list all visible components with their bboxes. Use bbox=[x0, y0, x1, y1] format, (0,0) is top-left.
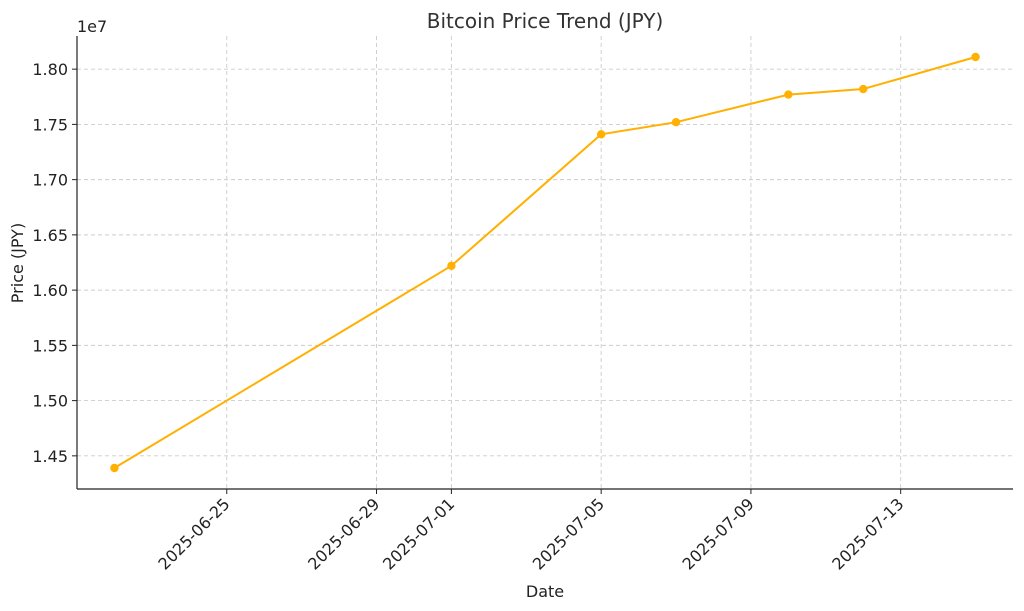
y-tick-label: 1.75 bbox=[32, 115, 68, 134]
y-tick-label: 1.55 bbox=[32, 336, 68, 355]
x-tick-label: 2025-06-29 bbox=[304, 494, 383, 573]
price-data-point bbox=[971, 52, 980, 62]
grid-layer bbox=[77, 36, 1013, 489]
y-tick-label: 1.60 bbox=[32, 281, 68, 300]
x-tick-label: 2025-07-09 bbox=[679, 494, 758, 573]
price-data-point bbox=[671, 117, 681, 127]
series-layer bbox=[110, 52, 980, 473]
price-data-point bbox=[859, 84, 868, 94]
price-data-point bbox=[596, 130, 606, 139]
y-axis-offset-label: 1e7 bbox=[77, 17, 107, 36]
ticks-layer: 1.45 1.50 1.55 1.60 1.65 1.70 1.75 1.80 2025-06-… bbox=[32, 60, 907, 573]
x-tick-label: 2025-07-13 bbox=[828, 494, 907, 573]
y-tick-label: 1.70 bbox=[32, 171, 68, 190]
chart-title: Bitcoin Price Trend (JPY) bbox=[427, 9, 664, 33]
y-tick-label: 1.50 bbox=[32, 392, 68, 411]
y-tick-label: 1.80 bbox=[32, 60, 68, 79]
price-series-line bbox=[113, 56, 977, 469]
price-data-point bbox=[447, 261, 456, 271]
x-tick-label: 2025-06-25 bbox=[154, 494, 233, 573]
price-data-point bbox=[784, 90, 793, 99]
x-axis-label: Date bbox=[526, 582, 564, 601]
y-tick-label: 1.45 bbox=[32, 447, 68, 466]
axes-layer bbox=[76, 36, 1013, 490]
x-tick-label: 2025-07-01 bbox=[379, 494, 458, 573]
price-data-point bbox=[110, 463, 119, 473]
y-tick-label: 1.65 bbox=[32, 226, 68, 245]
x-tick-label: 2025-07-05 bbox=[529, 494, 608, 573]
y-axis-label: Price (JPY) bbox=[8, 223, 27, 303]
